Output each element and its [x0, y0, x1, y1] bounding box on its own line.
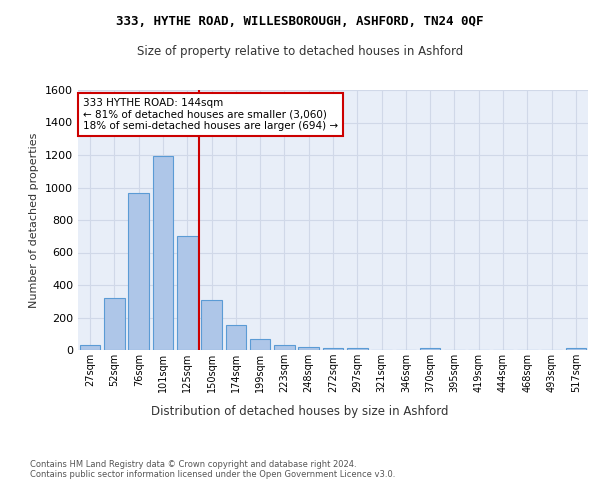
Bar	[152, 156, 173, 350]
Bar	[420, 348, 440, 350]
Bar	[226, 325, 246, 350]
Bar	[298, 347, 319, 350]
Bar	[104, 298, 125, 350]
Bar	[566, 348, 586, 350]
Bar	[250, 338, 271, 350]
Text: Contains HM Land Registry data © Crown copyright and database right 2024.
Contai: Contains HM Land Registry data © Crown c…	[30, 460, 395, 479]
Text: Size of property relative to detached houses in Ashford: Size of property relative to detached ho…	[137, 45, 463, 58]
Text: Distribution of detached houses by size in Ashford: Distribution of detached houses by size …	[151, 405, 449, 418]
Bar	[128, 193, 149, 350]
Text: 333, HYTHE ROAD, WILLESBOROUGH, ASHFORD, TN24 0QF: 333, HYTHE ROAD, WILLESBOROUGH, ASHFORD,…	[116, 15, 484, 28]
Y-axis label: Number of detached properties: Number of detached properties	[29, 132, 40, 308]
Bar	[323, 348, 343, 350]
Bar	[274, 346, 295, 350]
Bar	[80, 345, 100, 350]
Bar	[201, 300, 222, 350]
Bar	[177, 236, 197, 350]
Bar	[347, 348, 368, 350]
Text: 333 HYTHE ROAD: 144sqm
← 81% of detached houses are smaller (3,060)
18% of semi-: 333 HYTHE ROAD: 144sqm ← 81% of detached…	[83, 98, 338, 131]
